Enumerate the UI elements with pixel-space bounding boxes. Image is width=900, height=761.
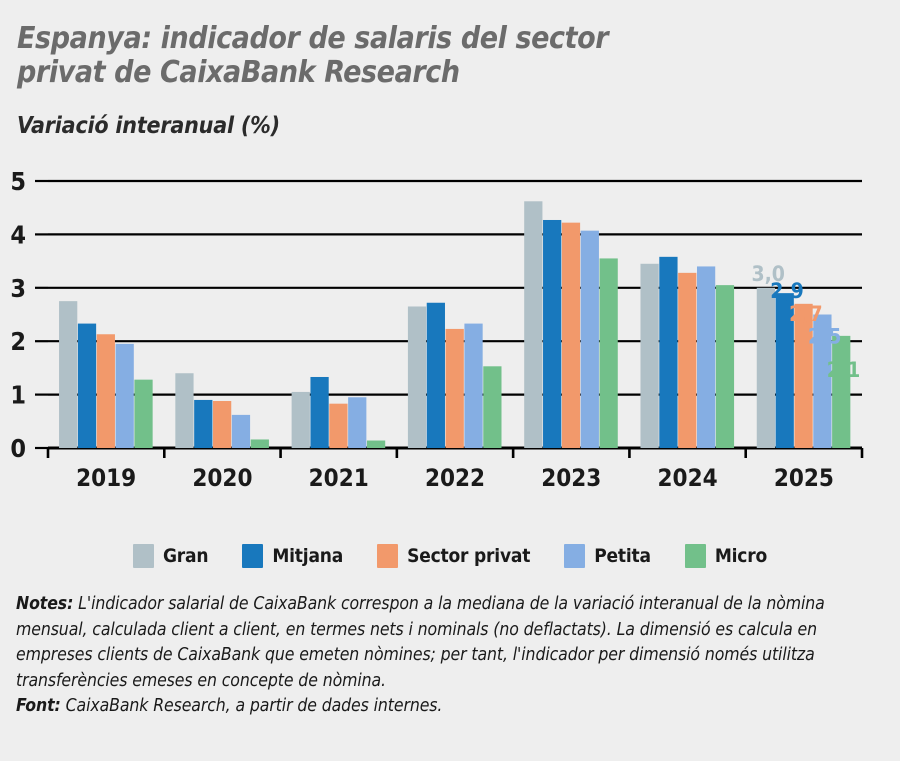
source-paragraph: Font: CaixaBank Research, a partir de da… (16, 694, 882, 720)
bar-2019-mitjana[interactable] (77, 323, 97, 448)
bar-2025-micro[interactable] (832, 335, 851, 448)
data-label: 3,0 (751, 262, 784, 286)
bar-2022-mitjana[interactable] (426, 302, 445, 448)
bar-2023-petita[interactable] (580, 230, 599, 448)
bar-2021-petita[interactable] (348, 397, 367, 448)
bar-2021-micro[interactable] (366, 440, 386, 448)
bar-2024-sector-privat[interactable] (678, 272, 697, 448)
bar-2025-petita[interactable] (813, 314, 832, 449)
bar-2020-micro[interactable] (250, 439, 269, 448)
legend-item-micro[interactable]: Micro (684, 544, 768, 568)
legend-item-label: Micro (714, 545, 768, 567)
source-body: CaixaBank Research, a partir de dades in… (60, 696, 443, 716)
legend-item-label: Sector privat (407, 545, 531, 567)
legend-item-sector-privat[interactable]: Sector privat (377, 544, 530, 568)
bar-2023-sector-privat[interactable] (561, 222, 581, 448)
data-label: 2,9 (770, 279, 803, 303)
bar-2019-gran[interactable] (59, 301, 78, 448)
y-axis-tick-label: 0 (10, 434, 26, 463)
legend-swatch-icon (132, 544, 154, 568)
bar-2022-gran[interactable] (407, 306, 427, 448)
x-axis-category-label: 2019 (76, 464, 136, 492)
legend-item-label: Petita (594, 545, 651, 567)
bar-2021-mitjana[interactable] (310, 376, 329, 448)
notes-lead: Notes: (16, 594, 74, 614)
bar-2020-gran[interactable] (175, 373, 194, 448)
source-lead: Font: (16, 696, 61, 716)
x-axis-category-label: 2025 (774, 464, 834, 492)
chart-legend: Gran Mitjana Sector privat Petita Micro (0, 536, 900, 576)
y-axis-tick-label: 2 (10, 327, 26, 356)
bar-2024-petita[interactable] (696, 266, 716, 448)
legend-item-mitjana[interactable]: Mitjana (242, 544, 343, 568)
bar-2019-petita[interactable] (115, 343, 134, 448)
x-axis-ticks (46, 448, 864, 458)
x-axis-category-label: 2021 (309, 464, 369, 492)
bar-2025-sector-privat[interactable] (794, 303, 813, 448)
bar-2019-micro[interactable] (134, 379, 153, 448)
bar-2023-gran[interactable] (524, 201, 543, 448)
legend-swatch-icon (564, 544, 586, 568)
page-title: Espanya: indicador de salaris del sector… (17, 21, 609, 90)
y-axis-tick-label: 3 (10, 274, 26, 303)
bar-2020-sector-privat[interactable] (213, 401, 232, 448)
bar-chart-plot: 0 1 2 3 4 5 3,0 2,9 2,7 2,5 2,1 2019 2020 2021 2022 202… (0, 160, 900, 520)
bar-2023-mitjana[interactable] (543, 219, 562, 448)
bar-2019-sector-privat[interactable] (96, 334, 115, 448)
bar-2020-mitjana[interactable] (194, 399, 213, 448)
y-axis-tick-label: 4 (10, 220, 26, 249)
legend-item-petita[interactable]: Petita (564, 544, 651, 568)
chart-notes: Notes: L'indicador salarial de CaixaBank… (16, 592, 882, 720)
bar-2025-gran[interactable] (756, 287, 775, 448)
data-label: 2,1 (827, 358, 860, 382)
x-axis-category-label: 2023 (541, 464, 601, 492)
data-label: 2,7 (789, 302, 822, 326)
legend-swatch-icon (242, 544, 264, 568)
x-axis-labels: 2019 2020 2021 2022 2023 2024 2025 (76, 464, 834, 492)
data-labels-group: 3,02,92,72,5 2,1 (751, 262, 860, 382)
bar-2021-gran[interactable] (291, 391, 310, 448)
bar-2024-micro[interactable] (715, 285, 735, 448)
bar-2022-petita[interactable] (464, 323, 483, 448)
x-axis-category-label: 2024 (658, 464, 718, 492)
y-axis-tick-label: 5 (10, 167, 26, 196)
bar-2024-mitjana[interactable] (659, 256, 678, 448)
bars-group (59, 201, 851, 449)
chart-subtitle: Variació interanual (%) (17, 113, 280, 139)
legend-item-gran[interactable]: Gran (132, 544, 209, 568)
legend-item-label: Mitjana (272, 545, 344, 567)
bar-2021-sector-privat[interactable] (329, 403, 348, 448)
notes-paragraph: Notes: L'indicador salarial de CaixaBank… (16, 592, 882, 694)
chart-svg: 0 1 2 3 4 5 3,02,92,72,5 2,1 2019 2020 2021 2022 202… (10, 167, 864, 492)
bar-2025-mitjana[interactable] (775, 293, 794, 448)
bar-2023-micro[interactable] (599, 258, 618, 448)
x-axis-category-label: 2020 (192, 464, 252, 492)
legend-swatch-icon (684, 544, 706, 568)
bar-2024-gran[interactable] (640, 263, 659, 448)
y-axis-tick-label: 1 (10, 381, 26, 410)
bar-2020-petita[interactable] (231, 414, 251, 448)
bar-2022-sector-privat[interactable] (445, 328, 464, 448)
bar-2022-micro[interactable] (483, 366, 502, 448)
x-axis-category-label: 2022 (425, 464, 485, 492)
legend-swatch-icon (377, 544, 399, 568)
data-label: 2,5 (808, 325, 841, 349)
legend-item-label: Gran (162, 545, 209, 567)
notes-body: L'indicador salarial de CaixaBank corres… (16, 594, 825, 691)
